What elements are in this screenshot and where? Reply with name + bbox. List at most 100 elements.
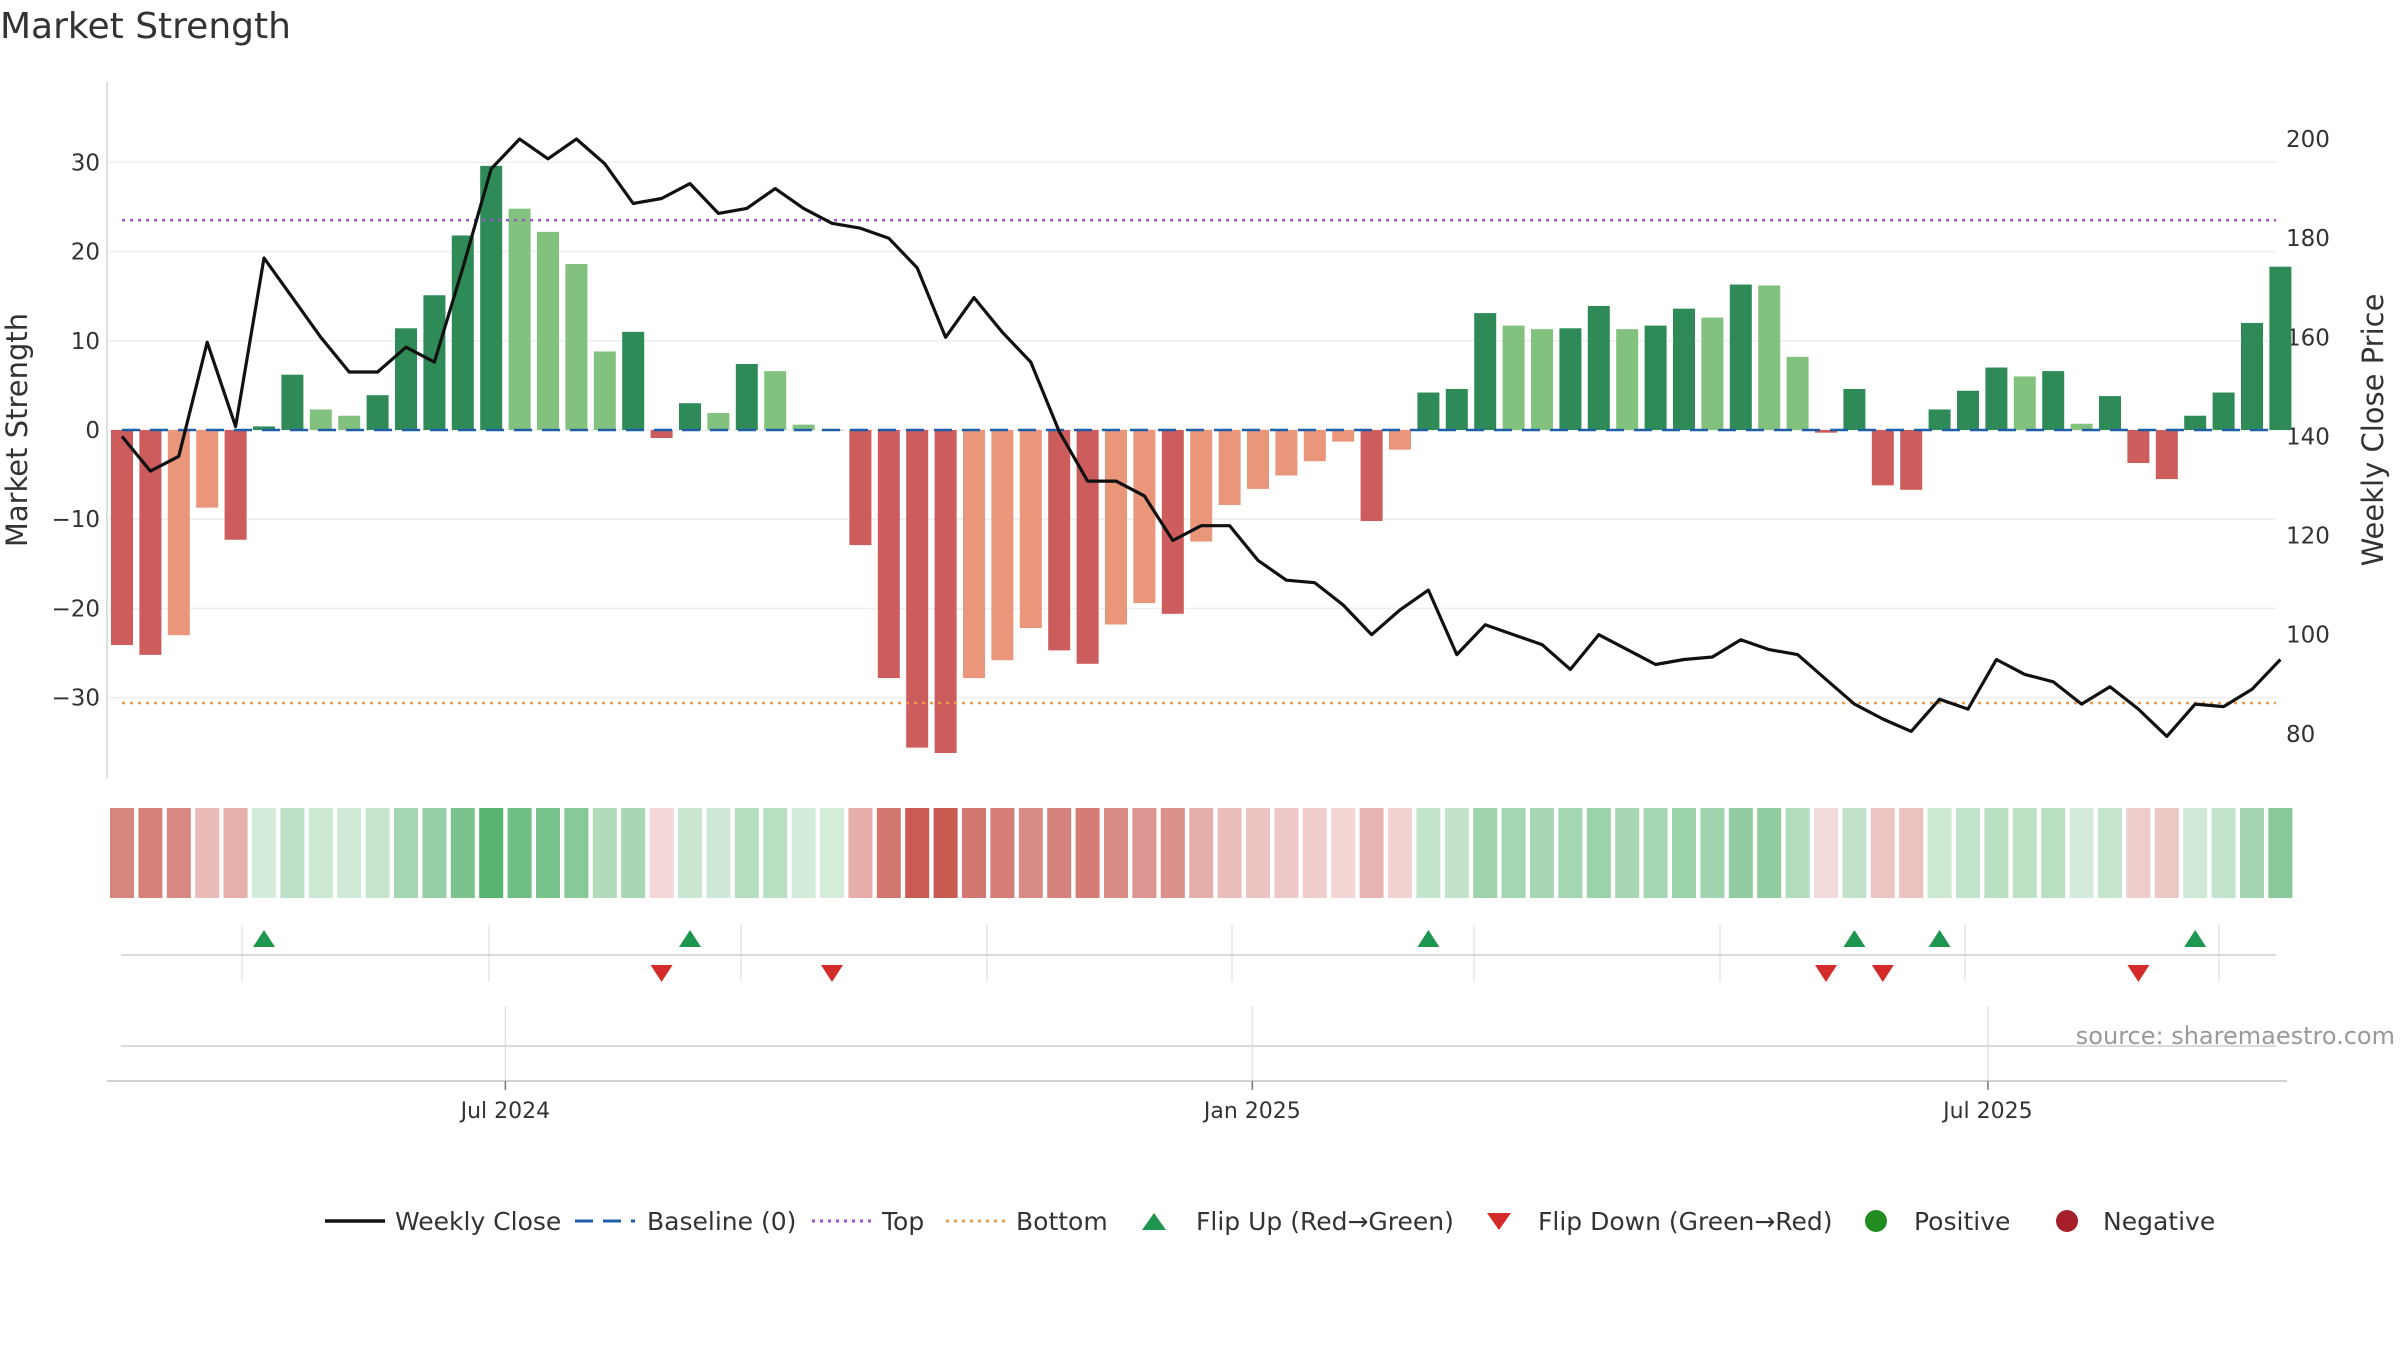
flip-down-marker xyxy=(1871,965,1894,982)
strength-bar xyxy=(1616,329,1639,430)
strength-bar xyxy=(2099,396,2121,430)
strength-bar xyxy=(707,413,730,430)
strength-bar xyxy=(593,351,616,430)
heat-cell xyxy=(621,808,646,898)
heat-cell xyxy=(507,808,532,898)
heat-cell xyxy=(138,808,163,898)
heat-cell xyxy=(1842,808,1867,898)
strength-bar xyxy=(1275,430,1298,476)
strength-bar xyxy=(1389,430,1411,450)
strength-bar xyxy=(1360,430,1383,522)
date-tick-label: Jul 2025 xyxy=(1941,1099,2033,1124)
strength-bar xyxy=(1190,430,1213,542)
strength-bar xyxy=(2155,430,2178,480)
legend-label: Positive xyxy=(1914,1207,2010,1236)
legend-item: Baseline (0) xyxy=(575,1207,796,1236)
strength-bar xyxy=(679,403,701,430)
heat-cell xyxy=(2069,808,2094,898)
y-left-tick-label: 20 xyxy=(71,240,100,266)
heat-cell xyxy=(1814,808,1838,898)
strength-bar xyxy=(1076,430,1099,664)
heat-cell xyxy=(1586,808,1611,898)
heat-cell xyxy=(394,808,418,898)
legend-label: Flip Down (Green→Red) xyxy=(1538,1207,1833,1236)
strength-bar xyxy=(281,374,304,430)
strength-bar xyxy=(167,430,190,636)
heat-cell xyxy=(1160,808,1185,898)
strength-bars xyxy=(111,165,2292,754)
strength-bar xyxy=(2042,371,2065,430)
strength-bar xyxy=(906,430,929,748)
heat-cell xyxy=(223,808,248,898)
heat-cell xyxy=(1444,808,1469,898)
strength-bar xyxy=(1303,430,1326,462)
legend-item: Flip Down (Green→Red) xyxy=(1487,1207,1833,1236)
legend-item: Top xyxy=(812,1207,924,1236)
y-right-tick-label: 160 xyxy=(2286,325,2330,351)
strength-bar xyxy=(735,363,758,430)
flip-down-marker xyxy=(821,965,843,982)
date-panel-grid xyxy=(504,1006,1989,1081)
strength-bar xyxy=(1758,285,1781,430)
heat-cell xyxy=(450,808,475,898)
strength-bar xyxy=(537,231,559,430)
strength-bar xyxy=(1957,390,1979,430)
strength-bar xyxy=(1985,367,2008,430)
heat-cell xyxy=(2012,808,2037,898)
heat-cell xyxy=(1956,808,1980,898)
strength-bar xyxy=(111,430,133,646)
y-left-tick-label: 30 xyxy=(71,150,100,176)
heat-cell xyxy=(1331,808,1356,898)
heat-cell xyxy=(592,808,617,898)
y-right-tick-label: 80 xyxy=(2286,722,2315,748)
strength-bar xyxy=(1644,325,1667,430)
strength-bar xyxy=(224,430,247,540)
heat-cell xyxy=(2268,808,2293,898)
y-right-tick-label: 100 xyxy=(2286,623,2330,649)
heat-cell xyxy=(1615,808,1640,898)
strength-bar xyxy=(253,426,275,430)
strength-bar xyxy=(139,430,162,655)
heat-cell xyxy=(479,808,504,898)
heat-cell xyxy=(195,808,220,898)
y-left-tick-label: −30 xyxy=(51,686,100,712)
strength-bar xyxy=(1559,328,1582,430)
heat-cell xyxy=(1643,808,1668,898)
strength-bar xyxy=(650,430,673,439)
legend-label: Bottom xyxy=(1016,1207,1108,1236)
heat-cell xyxy=(734,808,759,898)
y-right-tick-label: 120 xyxy=(2286,524,2330,550)
heat-cell xyxy=(1359,808,1384,898)
legend-label: Flip Up (Red→Green) xyxy=(1196,1207,1454,1236)
heat-cell xyxy=(2240,808,2264,898)
strength-bar xyxy=(1247,430,1269,489)
strength-bar xyxy=(2127,430,2150,464)
legend-item: Flip Up (Red→Green) xyxy=(1142,1207,1454,1236)
y-right-tick-label: 200 xyxy=(2286,127,2330,153)
flip-up-marker xyxy=(1843,930,1866,947)
y-left-axis-title: Market Strength xyxy=(0,313,34,547)
heat-cell xyxy=(280,808,305,898)
heat-cell xyxy=(1558,808,1583,898)
y-right-tick-label: 140 xyxy=(2286,424,2330,450)
heat-cell xyxy=(1104,808,1128,898)
strength-bar xyxy=(480,165,503,430)
legend-item: Bottom xyxy=(946,1207,1108,1236)
strength-bar xyxy=(1843,388,1866,430)
y-left-tick-label: −10 xyxy=(51,507,100,533)
heat-cell xyxy=(2098,808,2122,898)
strength-bar xyxy=(508,208,531,430)
y-right-axis-title: Weekly Close Price xyxy=(2356,294,2390,567)
heat-cell xyxy=(962,808,986,898)
strength-bar xyxy=(1815,430,1837,433)
heat-cell xyxy=(1189,808,1214,898)
heat-cell xyxy=(2154,808,2179,898)
strength-bar xyxy=(1161,430,1184,614)
flip-up-marker xyxy=(253,930,275,947)
weekly-close-line xyxy=(120,137,2282,739)
flip-down-marker xyxy=(650,965,673,982)
strength-bar xyxy=(1133,430,1156,604)
heat-cell xyxy=(706,808,731,898)
heat-cell xyxy=(2126,808,2151,898)
